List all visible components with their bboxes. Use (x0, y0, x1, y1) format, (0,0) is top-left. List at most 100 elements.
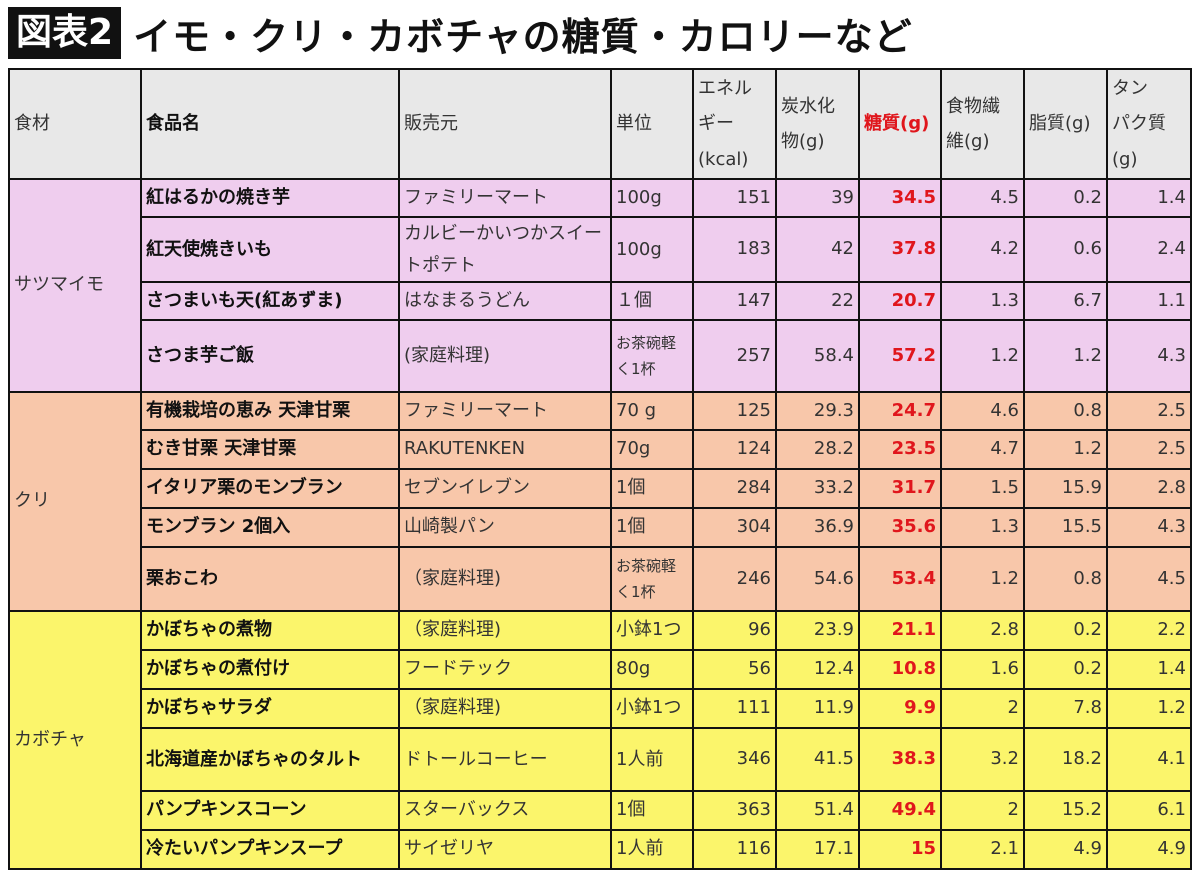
col-food-name-cell: イタリア栗のモンブラン (140, 468, 400, 509)
col-food-name-header: 食品名 (140, 68, 400, 180)
col-unit-cell: 80g (610, 649, 694, 690)
col-fat-cell: 0.8 (1023, 391, 1108, 431)
table-row: 北海道産かぼちゃのタルト ドトールコーヒー 1人前 346 41.5 38.3 3.2 18.… (9, 727, 1192, 792)
col-carbs-cell: 39 (775, 178, 860, 218)
col-protein-cell: 6.1 (1106, 790, 1192, 831)
col-seller-cell: （家庭料理) (398, 610, 612, 651)
category-cell: カボチャ (8, 610, 142, 870)
col-energy-cell: 116 (692, 829, 777, 870)
col-food-name-cell: モンブラン 2個入 (140, 507, 400, 548)
col-protein-cell: 2.2 (1106, 610, 1192, 651)
col-seller-cell: スターバックス (398, 790, 612, 831)
table-row: カボチャ かぼちゃの煮物 （家庭料理) 小鉢1つ 96 23.9 21.1 2.8 0.2 2.2 (8, 610, 1192, 870)
col-protein-cell: 4.1 (1106, 727, 1192, 792)
col-sugar-cell: 49.4 (858, 790, 942, 831)
table-row: クリ 有機栽培の恵み 天津甘栗 ファミリーマート 70 g 125 29.3 24.7 4.6… (8, 391, 1192, 612)
col-protein-cell: 2.5 (1106, 391, 1192, 431)
col-sugar-cell: 37.8 (858, 216, 942, 283)
nutrition-table: 食材 食品名 販売元 単位 エネル ギー (kcal) 炭水化 物(g) 糖質(g) 食物繊 … (8, 68, 1192, 870)
col-fiber-cell: 2.8 (940, 610, 1025, 651)
col-carbs-cell: 36.9 (775, 507, 860, 548)
table-row: かぼちゃの煮付け フードテック 80g 56 12.4 10.8 1.6 0.2 1.4 (9, 649, 1192, 690)
col-fat-cell: 15.5 (1023, 507, 1108, 548)
col-fiber-cell: 1.6 (940, 649, 1025, 690)
col-seller-cell: はなまるうどん (398, 281, 612, 321)
col-energy-cell: 96 (692, 610, 777, 651)
col-fiber-cell: 4.7 (940, 429, 1025, 470)
table-row: サツマイモ 紅はるかの焼き芋 ファミリーマート 100g 151 39 34.5 4.5 0.2… (8, 178, 1192, 393)
col-energy-cell: 304 (692, 507, 777, 548)
col-food-name-cell: むき甘栗 天津甘栗 (140, 429, 400, 470)
col-protein-cell: 2.4 (1106, 216, 1192, 283)
col-carbs-cell: 11.9 (775, 688, 860, 729)
col-unit-cell: 1人前 (610, 829, 694, 870)
col-unit-cell: 100g (610, 178, 694, 218)
col-food-name-cell: かぼちゃの煮付け (140, 649, 400, 690)
col-seller-cell: フードテック (398, 649, 612, 690)
table-row: モンブラン 2個入 山崎製パン 1個 304 36.9 35.6 1.3 15.5 4.3 (9, 507, 1192, 548)
col-food-name-cell: 北海道産かぼちゃのタルト (140, 727, 400, 792)
col-unit-cell: 100g (610, 216, 694, 283)
table-row: さつまいも天(紅あずま) はなまるうどん １個 147 22 20.7 1.3 6.7 1.1 (9, 281, 1192, 321)
col-protein-header: タン パク質 (g) (1106, 68, 1192, 180)
col-fat-cell: 15.2 (1023, 790, 1108, 831)
col-fiber-cell: 1.5 (940, 468, 1025, 509)
col-protein-cell: 4.9 (1106, 829, 1192, 870)
col-carbs-cell: 22 (775, 281, 860, 321)
col-protein-cell: 4.3 (1106, 507, 1192, 548)
figure-title-text: イモ・クリ・カボチャの糖質・カロリーなど (133, 14, 913, 59)
col-energy-cell: 56 (692, 649, 777, 690)
col-energy-cell: 183 (692, 216, 777, 283)
col-fat-cell: 6.7 (1023, 281, 1108, 321)
col-fat-cell: 7.8 (1023, 688, 1108, 729)
col-energy-cell: 151 (692, 178, 777, 218)
header-row: 食材 食品名 販売元 単位 エネル ギー (kcal) 炭水化 物(g) 糖質(g) 食物繊 … (8, 68, 1192, 180)
col-seller-header: 販売元 (398, 68, 612, 180)
table-row: パンプキンスコーン スターバックス 1個 363 51.4 49.4 2 15.2 6.1 (9, 790, 1192, 831)
col-food-name-cell: かぼちゃサラダ (140, 688, 400, 729)
col-energy-cell: 257 (692, 319, 777, 393)
col-fiber-cell: 2 (940, 790, 1025, 831)
col-unit-cell: 小鉢1つ (610, 688, 694, 729)
col-fiber-header: 食物繊 維(g) (940, 68, 1025, 180)
col-food-name-cell: 有機栽培の恵み 天津甘栗 (140, 391, 400, 431)
col-protein-cell: 1.1 (1106, 281, 1192, 321)
col-fat-cell: 18.2 (1023, 727, 1108, 792)
col-fat-cell: 1.2 (1023, 429, 1108, 470)
col-fat-cell: 0.8 (1023, 546, 1108, 612)
col-protein-cell: 1.4 (1106, 649, 1192, 690)
col-carbs-cell: 51.4 (775, 790, 860, 831)
table-row: 冷たいパンプキンスープ サイゼリヤ 1人前 116 17.1 15 2.1 4.9 4.9 (9, 829, 1192, 870)
col-carbs-cell: 23.9 (775, 610, 860, 651)
figure-title: 図表2 イモ・クリ・カボチャの糖質・カロリーなど (8, 6, 913, 60)
col-seller-cell: ファミリーマート (398, 178, 612, 218)
col-fiber-cell: 1.3 (940, 507, 1025, 548)
table-row: さつま芋ご飯 (家庭料理) お茶碗軽く1杯 257 58.4 57.2 1.2 1.2 4.3 (9, 319, 1192, 393)
col-protein-cell: 4.5 (1106, 546, 1192, 612)
col-protein-cell: 1.2 (1106, 688, 1192, 729)
col-seller-cell: (家庭料理) (398, 319, 612, 393)
col-seller-cell: サイゼリヤ (398, 829, 612, 870)
col-unit-cell: 1個 (610, 507, 694, 548)
col-energy-cell: 284 (692, 468, 777, 509)
col-fiber-cell: 1.2 (940, 546, 1025, 612)
col-sugar-header: 糖質(g) (858, 68, 942, 180)
col-sugar-cell: 35.6 (858, 507, 942, 548)
col-seller-cell: ドトールコーヒー (398, 727, 612, 792)
col-unit-cell: 70g (610, 429, 694, 470)
col-energy-cell: 125 (692, 391, 777, 431)
col-carbs-header: 炭水化 物(g) (775, 68, 860, 180)
col-fat-header: 脂質(g) (1023, 68, 1108, 180)
category-cell: サツマイモ (8, 178, 142, 393)
col-energy-cell: 147 (692, 281, 777, 321)
col-seller-cell: 山崎製パン (398, 507, 612, 548)
col-fiber-cell: 4.2 (940, 216, 1025, 283)
col-carbs-cell: 54.6 (775, 546, 860, 612)
col-unit-cell: 1人前 (610, 727, 694, 792)
col-ingredient-header: 食材 (8, 68, 142, 180)
col-carbs-cell: 29.3 (775, 391, 860, 431)
col-fat-cell: 0.2 (1023, 610, 1108, 651)
col-food-name-cell: パンプキンスコーン (140, 790, 400, 831)
col-food-name-cell: さつまいも天(紅あずま) (140, 281, 400, 321)
col-carbs-cell: 42 (775, 216, 860, 283)
